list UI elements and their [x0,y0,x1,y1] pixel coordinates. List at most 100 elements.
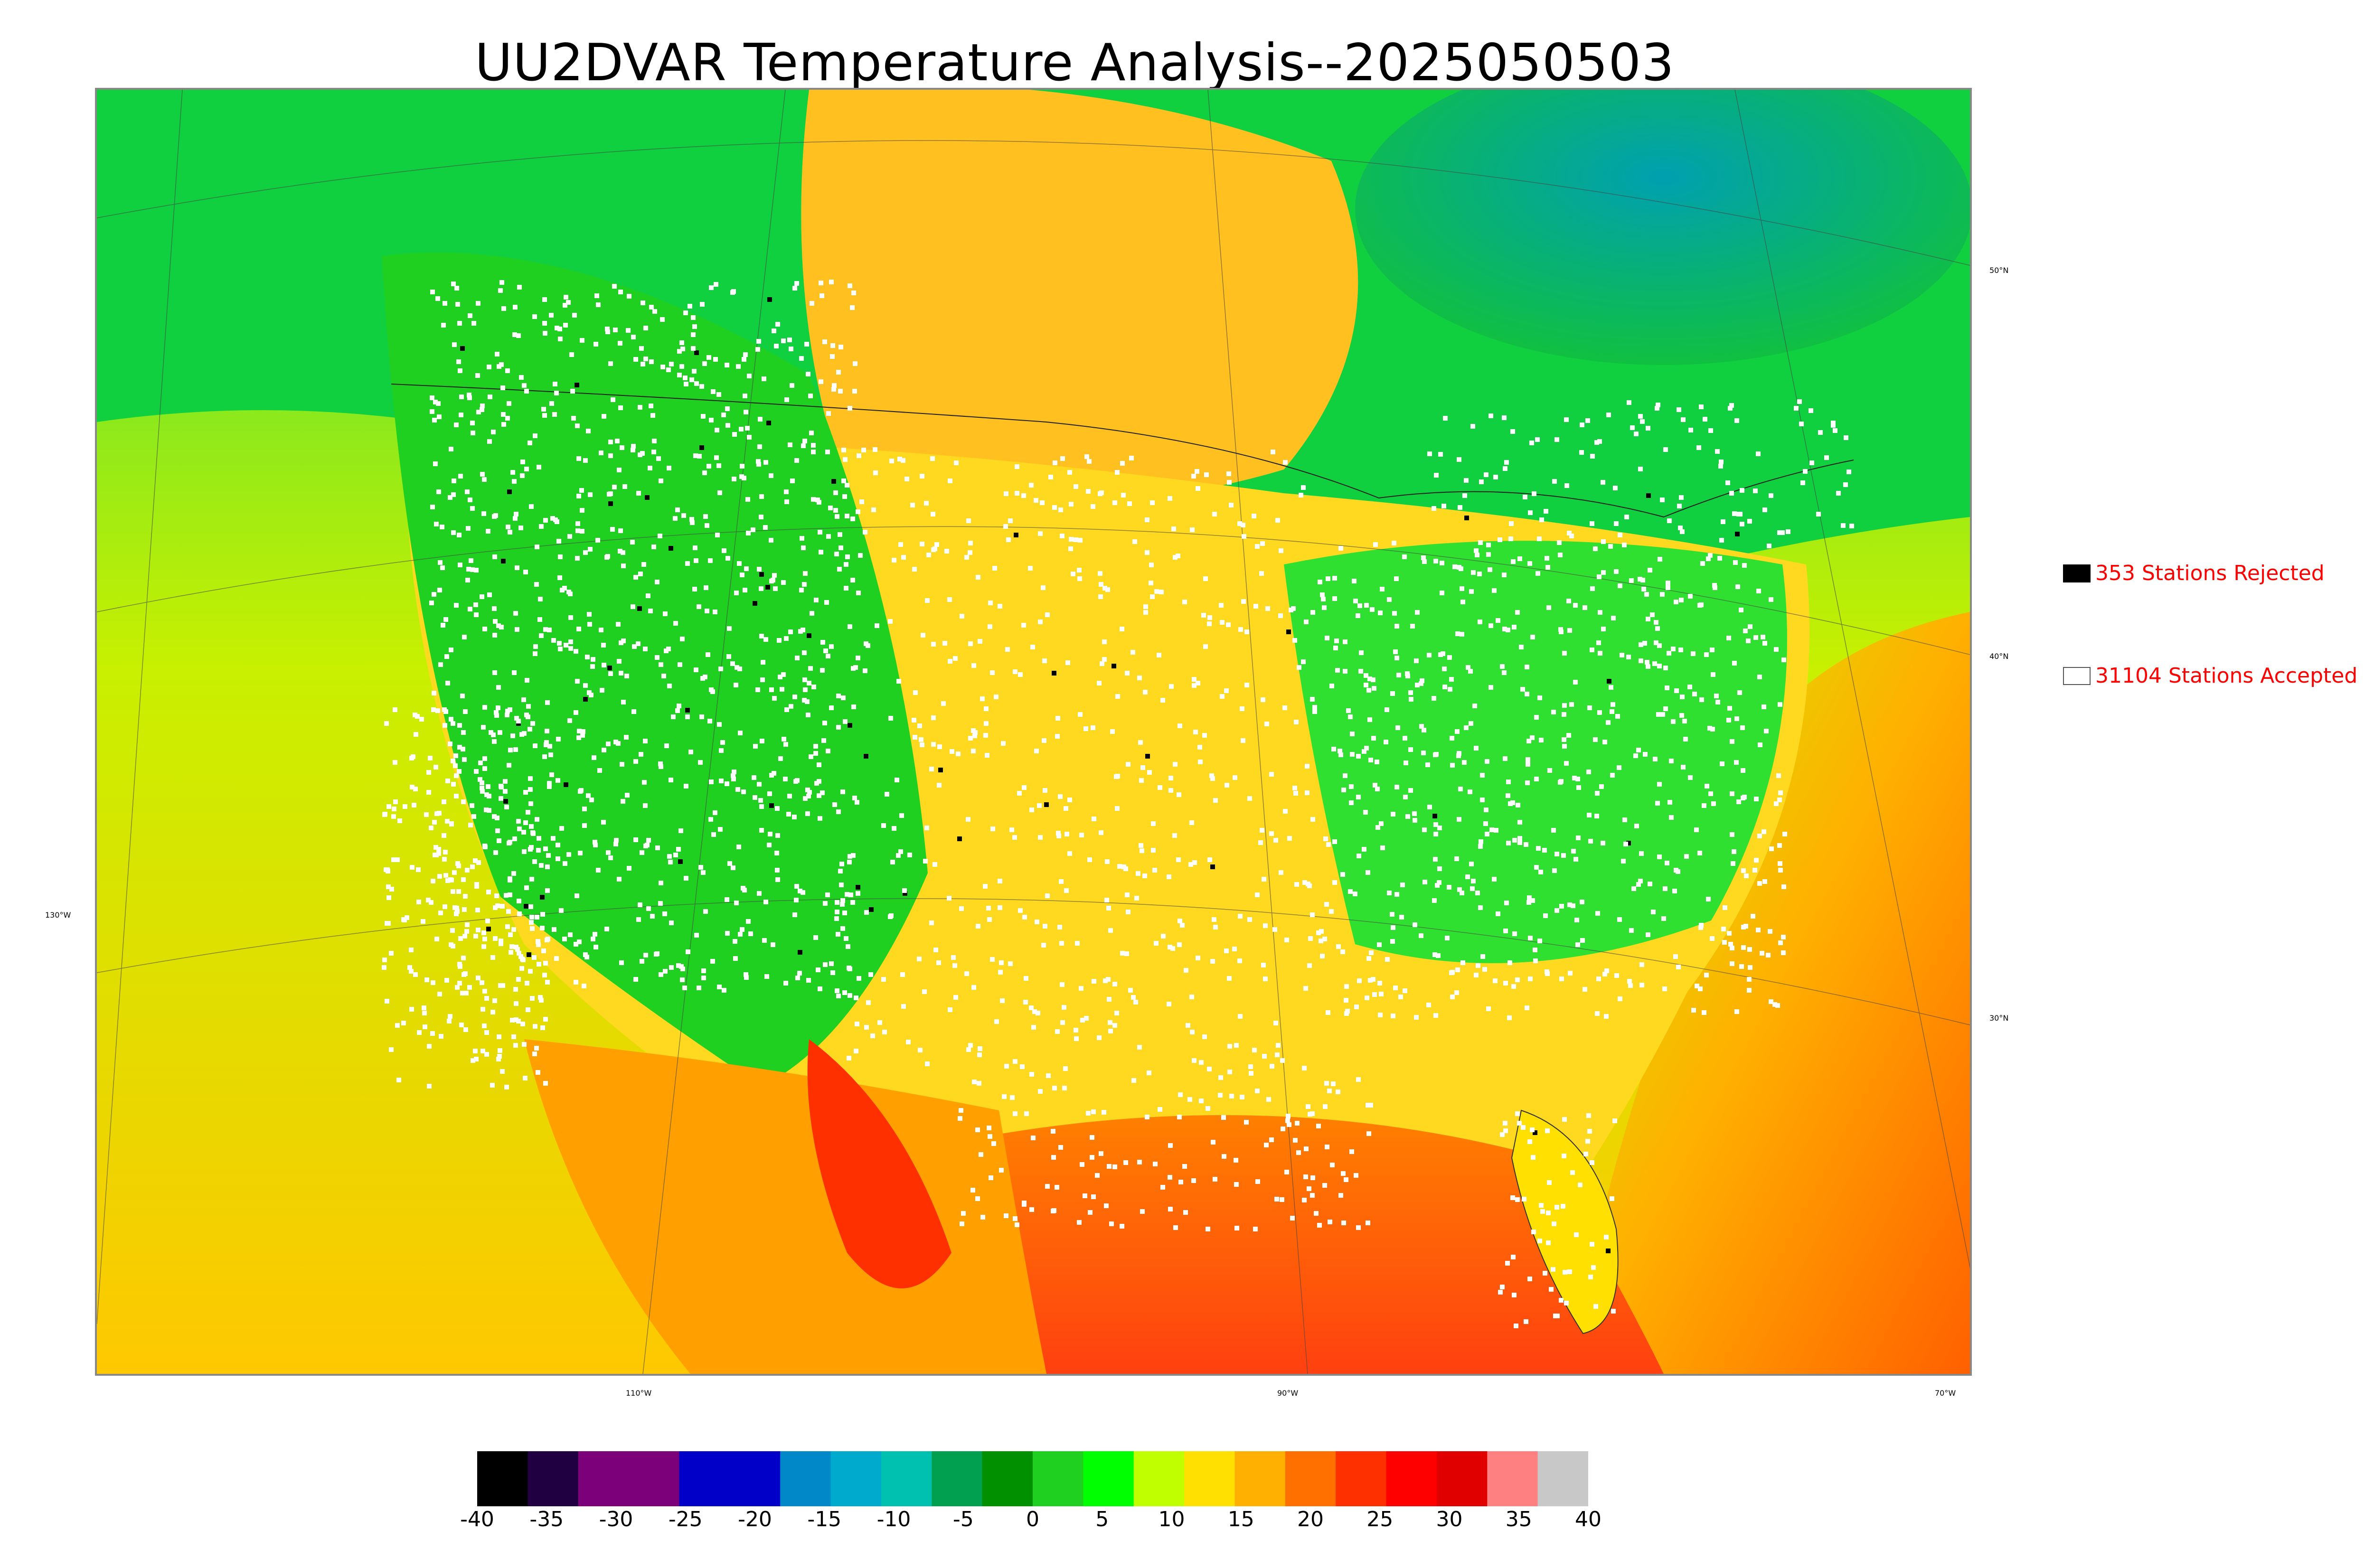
station-accepted [530,721,535,726]
station-accepted [1160,698,1165,703]
station-accepted [956,751,961,756]
station-accepted [656,456,661,461]
station-accepted [837,567,842,572]
station-accepted [1732,661,1737,666]
map-frame[interactable] [95,88,1972,1376]
station-accepted [1526,757,1530,762]
station-accepted [1414,1015,1419,1020]
station-accepted [847,860,852,864]
station-accepted [804,342,809,347]
station-accepted [845,892,849,897]
lat-label-50: 50°N [1989,266,2009,275]
station-accepted [1035,920,1039,924]
station-accepted [1639,962,1644,967]
station-accepted [813,744,818,749]
station-accepted [1147,1070,1151,1075]
station-accepted [449,717,453,722]
station-accepted [575,556,580,561]
station-accepted [577,729,582,733]
station-accepted [757,891,762,896]
station-accepted [563,861,567,866]
station-accepted [848,993,852,998]
station-accepted [1726,636,1731,640]
station-accepted [580,529,584,534]
station-accepted [1753,488,1758,493]
station-accepted [873,470,878,475]
station-accepted [1234,1182,1239,1187]
station-accepted [451,530,456,535]
station-accepted [699,714,704,719]
station-accepted [1470,424,1475,429]
station-accepted [1447,885,1451,890]
station-accepted [1034,749,1039,753]
station-accepted [1698,986,1703,991]
station-rejected [798,950,802,955]
station-accepted [473,934,478,939]
station-accepted [451,759,455,763]
station-accepted [437,414,442,419]
station-accepted [789,347,793,351]
station-accepted [430,395,434,400]
station-accepted [817,762,821,767]
station-accepted [433,853,437,857]
station-accepted [421,919,425,924]
station-accepted [549,401,554,406]
temperature-map[interactable] [97,90,1970,1374]
station-accepted [1238,627,1243,632]
station-accepted [711,832,716,837]
station-accepted [663,969,668,974]
station-accepted [416,900,421,904]
station-accepted [426,770,431,775]
station-accepted [1748,624,1752,629]
station-accepted [422,1011,427,1015]
station-accepted [1741,768,1745,773]
station-accepted [1247,796,1252,801]
station-accepted [528,441,532,445]
station-accepted [1203,644,1208,649]
station-accepted [1196,681,1200,685]
station-accepted [998,879,1002,883]
station-accepted [1794,406,1799,411]
station-accepted [1762,507,1767,512]
station-accepted [1728,942,1733,947]
station-accepted [1173,762,1178,767]
station-accepted [1037,803,1042,808]
station-accepted [1310,817,1315,822]
station-accepted [771,942,775,947]
station-accepted [679,364,684,369]
station-accepted [1705,784,1709,789]
station-accepted [1797,399,1802,404]
station-accepted [433,461,438,466]
station-accepted [1640,419,1645,424]
station-accepted [1480,798,1485,802]
station-accepted [1710,648,1715,652]
station-accepted [631,335,636,339]
station-accepted [1528,936,1533,940]
station-accepted [1296,1150,1301,1155]
lon-label-130: 130°W [45,911,71,920]
station-rejected [527,952,531,957]
station-accepted [677,373,682,377]
station-accepted [1559,976,1564,981]
station-accepted [1533,958,1538,963]
station-accepted [1748,965,1752,970]
station-accepted [1433,857,1438,862]
station-accepted [1530,635,1535,639]
station-accepted [1283,809,1288,814]
station-accepted [832,383,837,388]
station-accepted [433,845,438,850]
station-rejected [1464,516,1469,520]
station-accepted [506,525,510,529]
station-accepted [593,932,597,937]
station-accepted [1395,725,1400,730]
station-accepted [922,989,927,994]
station-accepted [1740,488,1744,493]
station-accepted [1075,941,1080,946]
station-accepted [524,885,529,890]
station-accepted [980,696,985,701]
station-accepted [1326,1010,1330,1015]
station-accepted [1331,1081,1336,1086]
station-accepted [443,709,448,714]
station-accepted [1816,512,1821,516]
station-accepted [763,525,768,530]
